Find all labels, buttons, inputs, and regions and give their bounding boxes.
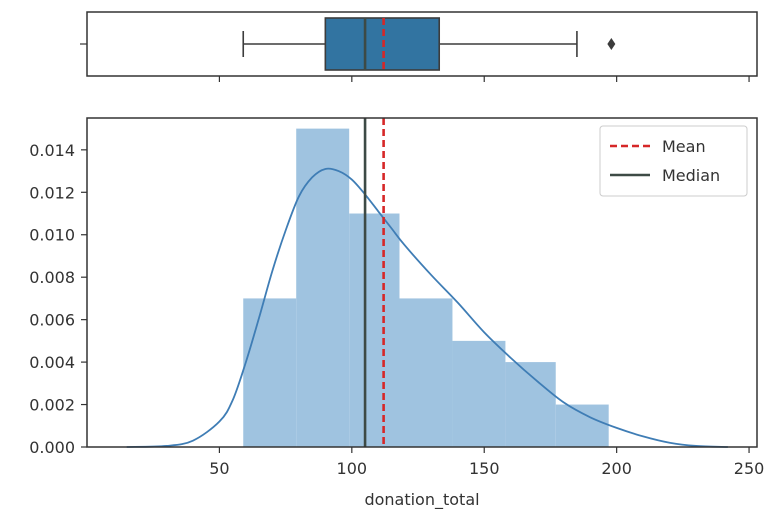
histogram-bar xyxy=(555,404,609,447)
histogram-bar xyxy=(452,340,506,447)
histogram-bar xyxy=(243,298,297,447)
kde-curve xyxy=(126,167,728,448)
y-tick-label: 0.012 xyxy=(29,183,75,202)
x-tick-label: 200 xyxy=(601,459,632,478)
legend-mean-label: Mean xyxy=(662,137,706,156)
y-tick-label: 0.000 xyxy=(29,438,75,457)
histogram-panel: 50 100 150 200 250 0.000 0.002 0.004 0.006 0.008… xyxy=(29,117,764,510)
y-axis-ticks: 0.000 0.002 0.004 0.006 0.008 0.010 0.012 0.014 xyxy=(29,141,87,457)
x-tick-label: 50 xyxy=(209,459,229,478)
histogram-bar xyxy=(296,128,350,447)
histogram-bar xyxy=(349,213,400,447)
boxplot-panel xyxy=(80,11,758,82)
legend-median-label: Median xyxy=(662,166,720,185)
y-tick-label: 0.002 xyxy=(29,396,75,415)
boxplot-marks xyxy=(242,17,616,71)
boxplot-box xyxy=(324,17,441,71)
legend-box xyxy=(599,125,748,197)
x-tick-label: 250 xyxy=(734,459,765,478)
y-tick-label: 0.006 xyxy=(29,311,75,330)
legend: Mean Median xyxy=(599,125,748,197)
y-tick-label: 0.010 xyxy=(29,226,75,245)
x-tick-label: 150 xyxy=(469,459,500,478)
boxplot-outlier xyxy=(607,38,616,50)
y-tick-label: 0.014 xyxy=(29,141,75,160)
histogram-frame xyxy=(86,117,758,448)
boxplot-x-ticks xyxy=(218,76,750,82)
y-tick-label: 0.004 xyxy=(29,353,75,372)
histogram-bars xyxy=(243,128,609,447)
histogram-bar xyxy=(399,298,453,447)
x-tick-label: 100 xyxy=(337,459,368,478)
x-axis-label: donation_total xyxy=(364,490,479,510)
y-tick-label: 0.008 xyxy=(29,268,75,287)
x-axis-ticks: 50 100 150 200 250 xyxy=(209,447,764,478)
